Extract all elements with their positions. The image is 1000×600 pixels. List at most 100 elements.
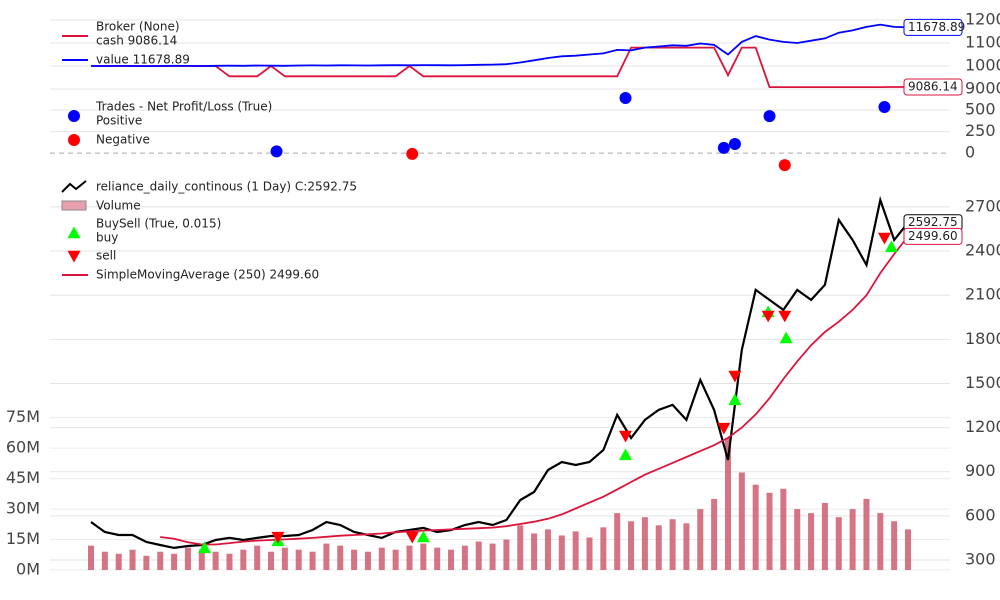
- y2-tick-label: 0M: [16, 560, 40, 579]
- y2-tick-label: 15M: [6, 529, 40, 548]
- last-value-tag: 2499.60: [908, 229, 958, 243]
- volume-bar: [378, 547, 385, 570]
- trade-marker: [761, 310, 775, 323]
- y-tick-label: 10000: [965, 55, 1000, 74]
- trade-marker: [198, 541, 212, 554]
- volume-bar: [392, 549, 399, 570]
- trade-marker: [717, 422, 731, 435]
- trade-marker: [877, 232, 891, 245]
- volume-bar: [614, 513, 621, 570]
- volume-bar: [254, 545, 261, 570]
- trade-marker: [405, 531, 419, 544]
- volume-bar: [281, 547, 288, 570]
- y-tick-label: 1800: [965, 329, 1000, 348]
- legend-label: value 11678.89: [96, 53, 190, 67]
- y-tick-label: 9000: [965, 78, 1000, 97]
- legend-swatch: [61, 200, 87, 211]
- y-tick-label: 2400: [965, 241, 1000, 260]
- volume-bar: [420, 543, 427, 570]
- trade-point: [878, 101, 891, 114]
- volume-bar: [863, 498, 870, 570]
- volume-bar: [364, 551, 371, 570]
- volume-bar: [503, 539, 510, 570]
- legend-swatch: [67, 250, 81, 263]
- legend-swatch: [67, 226, 81, 239]
- volume-bar: [475, 541, 482, 570]
- last-value-tag: 2592.75: [908, 215, 958, 229]
- y2-tick-label: 75M: [6, 407, 40, 426]
- legend-label: buy: [96, 231, 118, 245]
- volume-bar: [129, 549, 136, 570]
- volume-bar: [268, 551, 275, 570]
- y-tick-label: 1200: [965, 417, 1000, 436]
- volume-bar: [448, 549, 455, 570]
- y-tick-label: 1500: [965, 373, 1000, 392]
- volume-bar: [641, 517, 648, 570]
- trade-marker: [271, 531, 285, 544]
- last-value-tag: 11678.89: [908, 20, 965, 34]
- legend-swatch: [68, 110, 80, 122]
- legend-swatch: [68, 134, 80, 146]
- trade-point: [778, 159, 791, 172]
- trade-marker: [728, 393, 742, 406]
- volume-bar: [835, 517, 842, 570]
- volume-bar: [544, 529, 551, 570]
- last-value-tag-box: [903, 78, 963, 96]
- series-line: [90, 195, 909, 550]
- last-value-tag: 9086.14: [908, 79, 958, 93]
- volume-bar: [531, 533, 538, 570]
- y-tick-label: 11000: [965, 33, 1000, 52]
- volume-bar: [309, 551, 316, 570]
- legend-title: Broker (None): [96, 20, 180, 34]
- volume-bar: [226, 553, 233, 570]
- trade-marker: [884, 240, 898, 253]
- volume-bar: [337, 545, 344, 570]
- volume-bar: [586, 537, 593, 570]
- trade-point: [619, 92, 632, 105]
- volume-bar: [184, 547, 191, 570]
- series-line: [91, 46, 908, 88]
- volume-bar: [171, 553, 178, 570]
- volume-bar: [198, 549, 205, 570]
- trade-marker: [779, 331, 793, 344]
- trade-marker: [619, 448, 633, 461]
- volume-bar: [323, 543, 330, 570]
- volume-bar: [752, 484, 759, 570]
- volume-bar: [628, 521, 635, 570]
- last-value-tag-box: [903, 18, 963, 36]
- volume-bar: [780, 488, 787, 570]
- trade-point: [763, 110, 776, 123]
- legend-label: Negative: [96, 133, 150, 147]
- y-tick-label: 250: [965, 121, 996, 140]
- volume-bar: [295, 549, 302, 570]
- volume-bar: [724, 437, 731, 570]
- volume-bar: [877, 513, 884, 570]
- volume-bar: [738, 472, 745, 570]
- volume-bar: [101, 551, 108, 570]
- volume-bar: [821, 502, 828, 570]
- volume-bar: [489, 543, 496, 570]
- y-tick-label: 500: [965, 100, 996, 119]
- y2-tick-label: 45M: [6, 468, 40, 487]
- trade-point: [406, 147, 419, 160]
- legend-title: Trades - Net Profit/Loss (True): [95, 100, 272, 114]
- volume-bar: [212, 551, 219, 570]
- legend-swatch: [61, 180, 87, 193]
- volume-bar: [351, 549, 358, 570]
- y2-tick-label: 60M: [6, 438, 40, 457]
- y-tick-label: 0: [965, 143, 975, 162]
- y-tick-label: 12000: [965, 10, 1000, 29]
- legend-label: cash 9086.14: [96, 34, 177, 48]
- trade-marker: [728, 370, 742, 383]
- volume-bar: [711, 498, 718, 570]
- volume-bar: [406, 545, 413, 570]
- volume-bar: [88, 545, 94, 570]
- trade-marker: [619, 430, 633, 443]
- y-tick-label: 2100: [965, 285, 1000, 304]
- volume-bar: [157, 551, 164, 570]
- y-tick-label: 900: [965, 461, 996, 480]
- volume-bar: [891, 521, 898, 570]
